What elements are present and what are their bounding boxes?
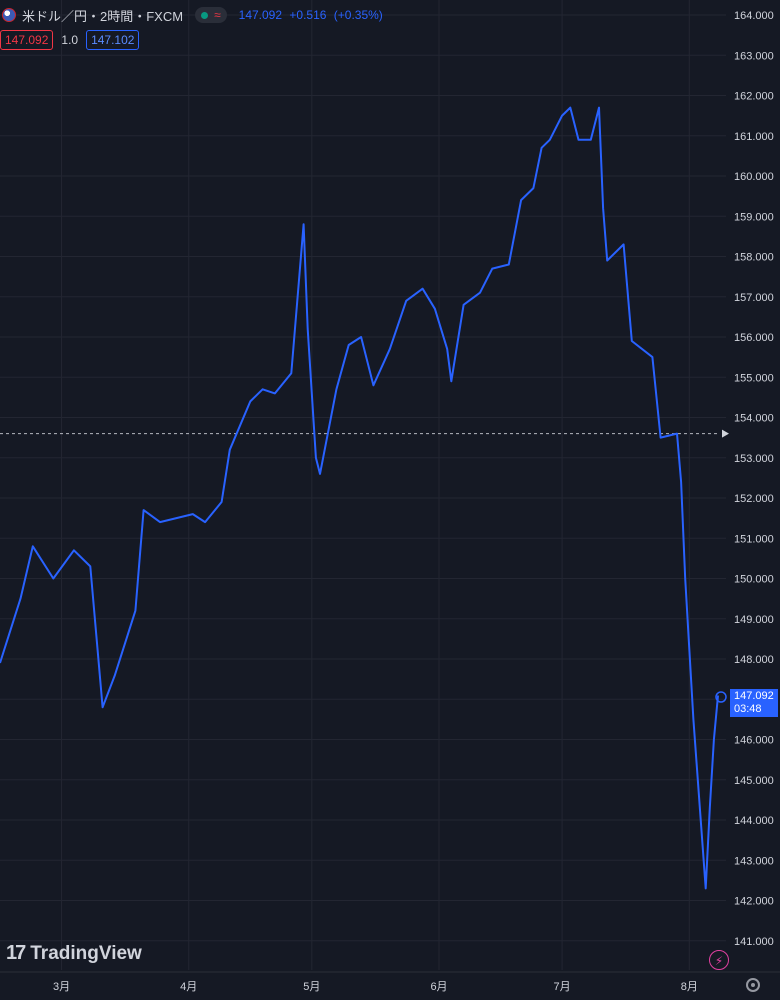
gear-icon[interactable] bbox=[746, 978, 760, 992]
trade-buttons: 147.092 1.0 147.102 bbox=[0, 30, 140, 50]
current-price-tag: 147.092 03:48 bbox=[730, 689, 778, 717]
y-tick-label: 152.000 bbox=[734, 493, 774, 505]
symbol-header: 米ドル／円・2時間・FXCM ≈ 147.092 +0.516 (+0.35%) bbox=[0, 4, 387, 26]
y-tick-label: 157.000 bbox=[734, 292, 774, 304]
y-tick-label: 160.000 bbox=[734, 171, 774, 183]
y-tick-label: 146.000 bbox=[734, 735, 774, 747]
y-tick-label: 153.000 bbox=[734, 453, 774, 465]
y-tick-label: 142.000 bbox=[734, 896, 774, 908]
current-price-value: 147.092 bbox=[734, 690, 774, 702]
spread-value: 1.0 bbox=[61, 33, 79, 47]
y-tick-label: 148.000 bbox=[734, 654, 774, 666]
y-tick-label: 150.000 bbox=[734, 574, 774, 586]
time-axis[interactable]: 3月 4月 5月 6月 7月 8月 bbox=[53, 981, 698, 993]
delayed-data-icon: ≈ bbox=[214, 8, 221, 22]
lightning-icon[interactable]: ⚡ bbox=[709, 950, 729, 970]
y-tick-label: 154.000 bbox=[734, 413, 774, 425]
tradingview-logo[interactable]: 17 TradingView bbox=[6, 942, 142, 965]
ohlc-quote: 147.092 +0.516 (+0.35%) bbox=[239, 8, 387, 22]
x-tick-label: 8月 bbox=[681, 981, 698, 993]
y-tick-label: 161.000 bbox=[734, 131, 774, 143]
y-tick-label: 145.000 bbox=[734, 775, 774, 787]
x-tick-label: 6月 bbox=[430, 981, 447, 993]
currency-flag-icon bbox=[2, 8, 16, 22]
tradingview-mark-icon: 17 bbox=[6, 942, 26, 964]
y-tick-label: 141.000 bbox=[734, 936, 774, 948]
x-tick-label: 3月 bbox=[53, 981, 70, 993]
y-tick-label: 162.000 bbox=[734, 91, 774, 103]
y-tick-label: 144.000 bbox=[734, 815, 774, 827]
market-open-dot-icon bbox=[201, 11, 209, 19]
price-change: +0.516 bbox=[289, 8, 327, 22]
price-change-percent: (+0.35%) bbox=[333, 8, 383, 22]
tradingview-wordmark: TradingView bbox=[30, 942, 142, 964]
x-tick-label: 5月 bbox=[303, 981, 320, 993]
y-tick-label: 155.000 bbox=[734, 372, 774, 384]
y-tick-label: 163.000 bbox=[734, 50, 774, 62]
y-tick-label: 151.000 bbox=[734, 533, 774, 545]
chart-grid bbox=[0, 0, 780, 973]
y-tick-label: 156.000 bbox=[734, 332, 774, 344]
y-tick-label: 164.000 bbox=[734, 10, 774, 22]
symbol-title[interactable]: 米ドル／円・2時間・FXCM bbox=[22, 8, 184, 24]
y-tick-label: 158.000 bbox=[734, 252, 774, 264]
x-tick-label: 4月 bbox=[180, 981, 197, 993]
y-tick-label: 149.000 bbox=[734, 614, 774, 626]
price-series-line bbox=[0, 106, 719, 890]
reference-arrow-icon bbox=[722, 429, 729, 438]
bar-countdown: 03:48 bbox=[734, 703, 762, 715]
sell-button[interactable]: 147.092 bbox=[0, 30, 54, 50]
market-status-pill[interactable]: ≈ bbox=[195, 7, 227, 23]
price-axis[interactable]: 164.000 163.000 162.000 161.000 160.000 159.0… bbox=[734, 10, 774, 948]
last-price: 147.092 bbox=[238, 8, 283, 22]
buy-button[interactable]: 147.102 bbox=[86, 30, 140, 50]
y-tick-label: 159.000 bbox=[734, 211, 774, 223]
last-price-marker-icon bbox=[715, 691, 727, 703]
y-tick-label: 143.000 bbox=[734, 855, 774, 867]
x-tick-label: 7月 bbox=[554, 981, 571, 993]
